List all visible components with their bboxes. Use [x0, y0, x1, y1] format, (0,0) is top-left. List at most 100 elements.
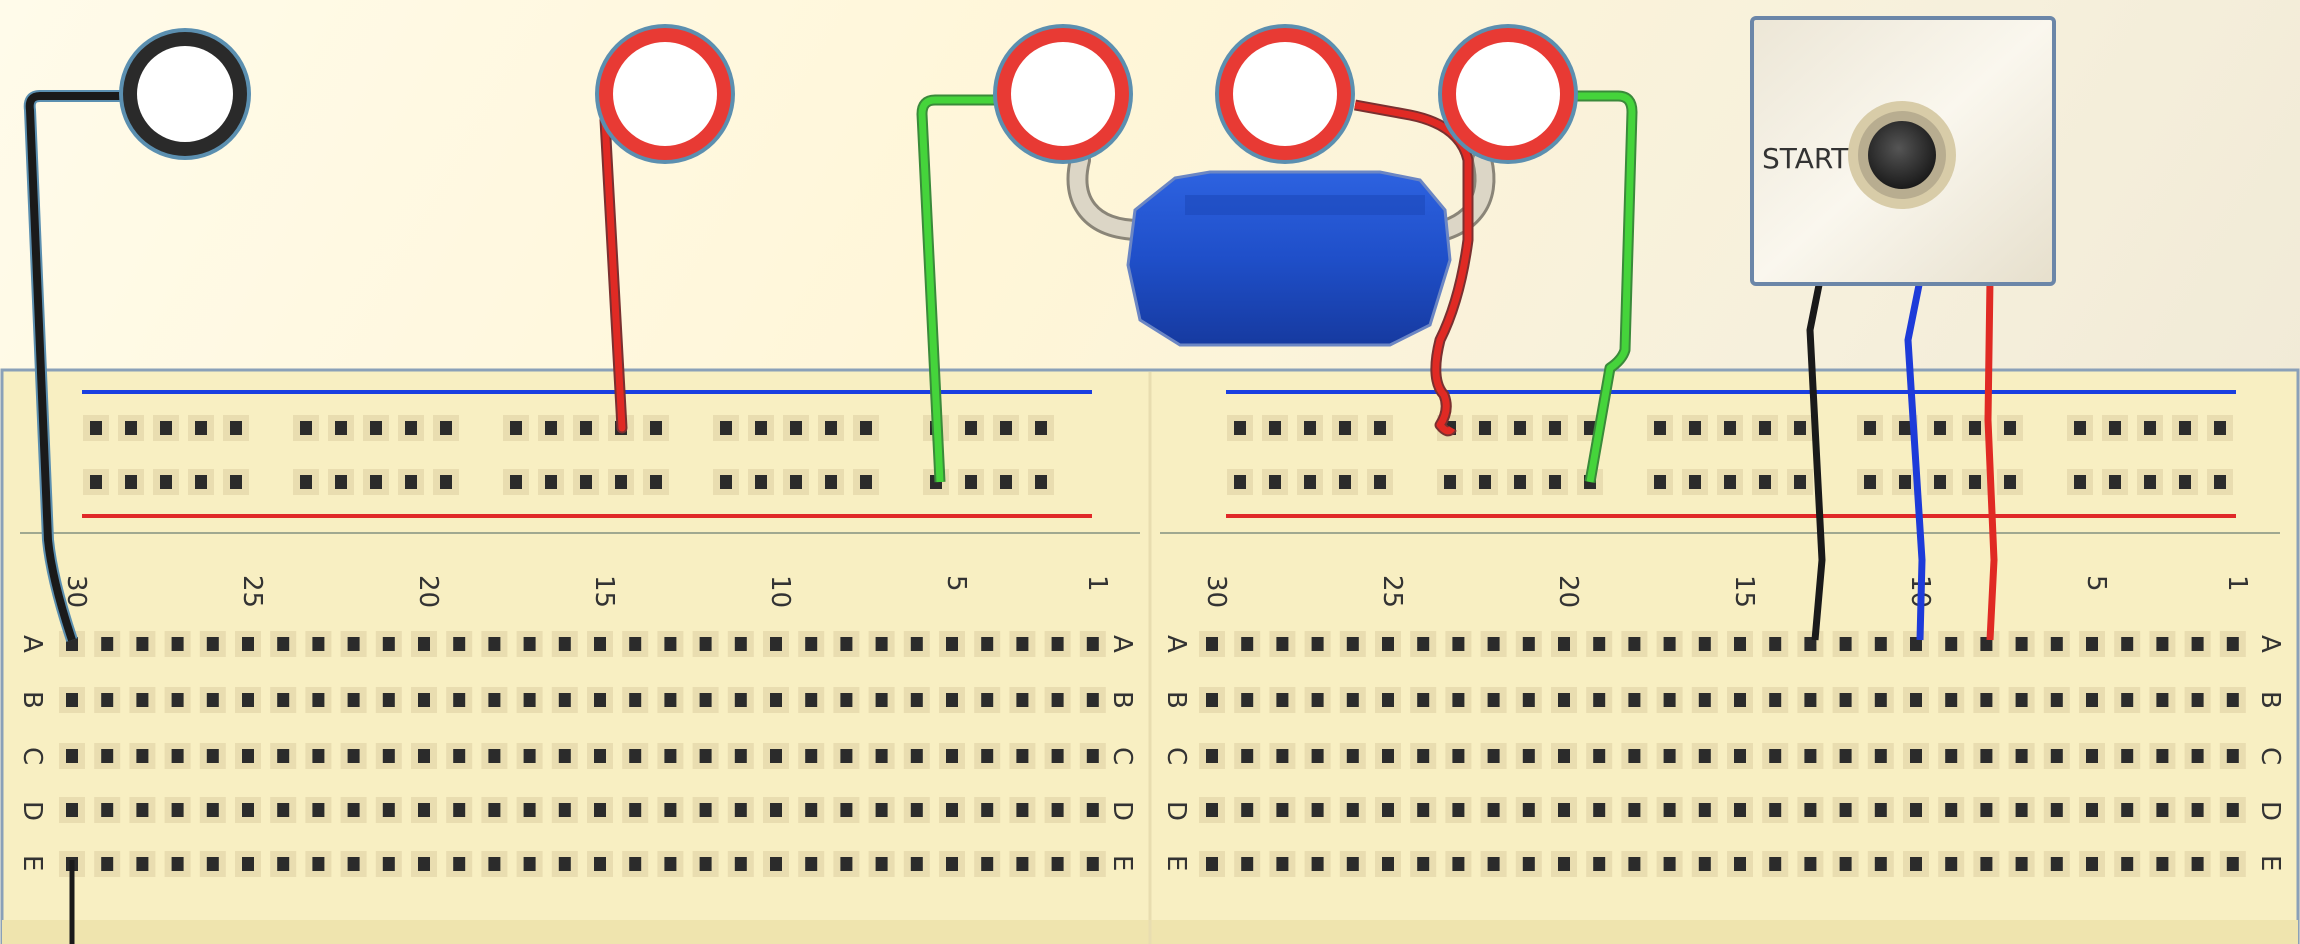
terminal-hole[interactable] [1304, 687, 1331, 713]
rail-hole[interactable] [2067, 415, 2093, 441]
terminal-hole[interactable] [305, 743, 332, 769]
terminal-hole[interactable] [1973, 797, 2000, 823]
terminal-hole[interactable] [587, 851, 613, 877]
terminal-hole[interactable] [1551, 851, 1577, 877]
terminal-hole[interactable] [1621, 631, 1648, 657]
wire-green-1[interactable] [918, 96, 1010, 483]
terminal-hole[interactable] [727, 797, 754, 823]
rail-hole[interactable] [223, 415, 249, 441]
rail-hole[interactable] [1332, 469, 1358, 495]
terminal-hole[interactable] [94, 631, 121, 657]
terminal-hole[interactable] [2184, 687, 2211, 713]
rail-hole[interactable] [153, 469, 179, 495]
rail-hole[interactable] [1507, 469, 1533, 495]
terminal-hole[interactable] [164, 797, 191, 823]
terminal-hole[interactable] [2184, 851, 2211, 877]
terminal-hole[interactable] [974, 797, 1001, 823]
terminal-hole[interactable] [903, 797, 930, 823]
terminal-hole[interactable] [833, 797, 860, 823]
terminal-hole[interactable] [1234, 797, 1261, 823]
terminal-hole[interactable] [1727, 687, 1753, 713]
terminal-hole[interactable] [1480, 743, 1507, 769]
terminal-hole[interactable] [2114, 687, 2141, 713]
terminal-hole[interactable] [622, 851, 649, 877]
rail-hole[interactable] [1227, 469, 1253, 495]
terminal-hole[interactable] [1656, 743, 1683, 769]
terminal-hole[interactable] [2008, 743, 2035, 769]
terminal-hole[interactable] [1445, 797, 1472, 823]
terminal-hole[interactable] [129, 743, 156, 769]
terminal-hole[interactable] [1903, 797, 1929, 823]
terminal-hole[interactable] [1938, 631, 1965, 657]
terminal-hole[interactable] [1762, 797, 1789, 823]
terminal-hole[interactable] [1727, 743, 1753, 769]
rail-hole[interactable] [783, 415, 809, 441]
terminal-hole[interactable] [1375, 687, 1401, 713]
terminal-hole[interactable] [340, 687, 367, 713]
terminal-hole[interactable] [1304, 797, 1331, 823]
terminal-hole[interactable] [375, 687, 402, 713]
rail-hole[interactable] [2102, 415, 2128, 441]
rail-hole[interactable] [1787, 469, 1813, 495]
terminal-hole[interactable] [340, 631, 367, 657]
terminal-hole[interactable] [1551, 631, 1577, 657]
terminal-hole[interactable] [1656, 631, 1683, 657]
terminal-hole[interactable] [657, 851, 684, 877]
terminal-hole[interactable] [2079, 631, 2105, 657]
terminal-hole[interactable] [1199, 631, 1225, 657]
rail-hole[interactable] [713, 469, 739, 495]
rail-hole[interactable] [2137, 415, 2163, 441]
terminal-hole[interactable] [2079, 687, 2105, 713]
terminal-hole[interactable] [1832, 631, 1859, 657]
terminal-hole[interactable] [1762, 851, 1789, 877]
terminal-hole[interactable] [1199, 851, 1225, 877]
terminal-hole[interactable] [939, 851, 965, 877]
terminal-hole[interactable] [1079, 687, 1106, 713]
rail-hole[interactable] [573, 469, 599, 495]
terminal-hole[interactable] [974, 687, 1001, 713]
terminal-hole[interactable] [1009, 851, 1036, 877]
rail-hole[interactable] [1507, 415, 1533, 441]
terminal-hole[interactable] [1586, 797, 1613, 823]
terminal-hole[interactable] [1515, 687, 1542, 713]
terminal-hole[interactable] [1973, 631, 2000, 657]
terminal-hole[interactable] [1586, 631, 1613, 657]
terminal-hole[interactable] [1727, 851, 1753, 877]
terminal-hole[interactable] [1044, 631, 1071, 657]
terminal-hole[interactable] [939, 631, 965, 657]
rail-hole[interactable] [643, 469, 669, 495]
terminal-hole[interactable] [1445, 743, 1472, 769]
rail-hole[interactable] [328, 415, 354, 441]
terminal-hole[interactable] [1304, 743, 1331, 769]
rail-hole[interactable] [573, 415, 599, 441]
terminal-hole[interactable] [164, 687, 191, 713]
terminal-hole[interactable] [1656, 687, 1683, 713]
terminal-hole[interactable] [939, 687, 965, 713]
terminal-hole[interactable] [1551, 743, 1577, 769]
terminal-hole[interactable] [868, 851, 895, 877]
terminal-hole[interactable] [446, 743, 473, 769]
terminal-hole[interactable] [1762, 631, 1789, 657]
terminal-hole[interactable] [2008, 851, 2035, 877]
terminal-hole[interactable] [1621, 743, 1648, 769]
terminal-hole[interactable] [1656, 797, 1683, 823]
terminal-hole[interactable] [481, 743, 508, 769]
rail-hole[interactable] [2172, 469, 2198, 495]
terminal-hole[interactable] [411, 743, 437, 769]
terminal-hole[interactable] [1797, 631, 1824, 657]
terminal-hole[interactable] [1234, 687, 1261, 713]
wire-blue-switch[interactable] [1904, 279, 1926, 641]
terminal-hole[interactable] [1234, 631, 1261, 657]
rail-hole[interactable] [1682, 415, 1708, 441]
terminal-hole[interactable] [763, 631, 789, 657]
terminal-hole[interactable] [481, 631, 508, 657]
terminal-hole[interactable] [657, 797, 684, 823]
rail-hole[interactable] [2102, 469, 2128, 495]
rail-hole[interactable] [118, 415, 144, 441]
terminal-hole[interactable] [1304, 631, 1331, 657]
rail-hole[interactable] [853, 469, 879, 495]
rail-hole[interactable] [853, 415, 879, 441]
terminal-hole[interactable] [622, 631, 649, 657]
terminal-hole[interactable] [1079, 631, 1106, 657]
terminal-hole[interactable] [164, 743, 191, 769]
